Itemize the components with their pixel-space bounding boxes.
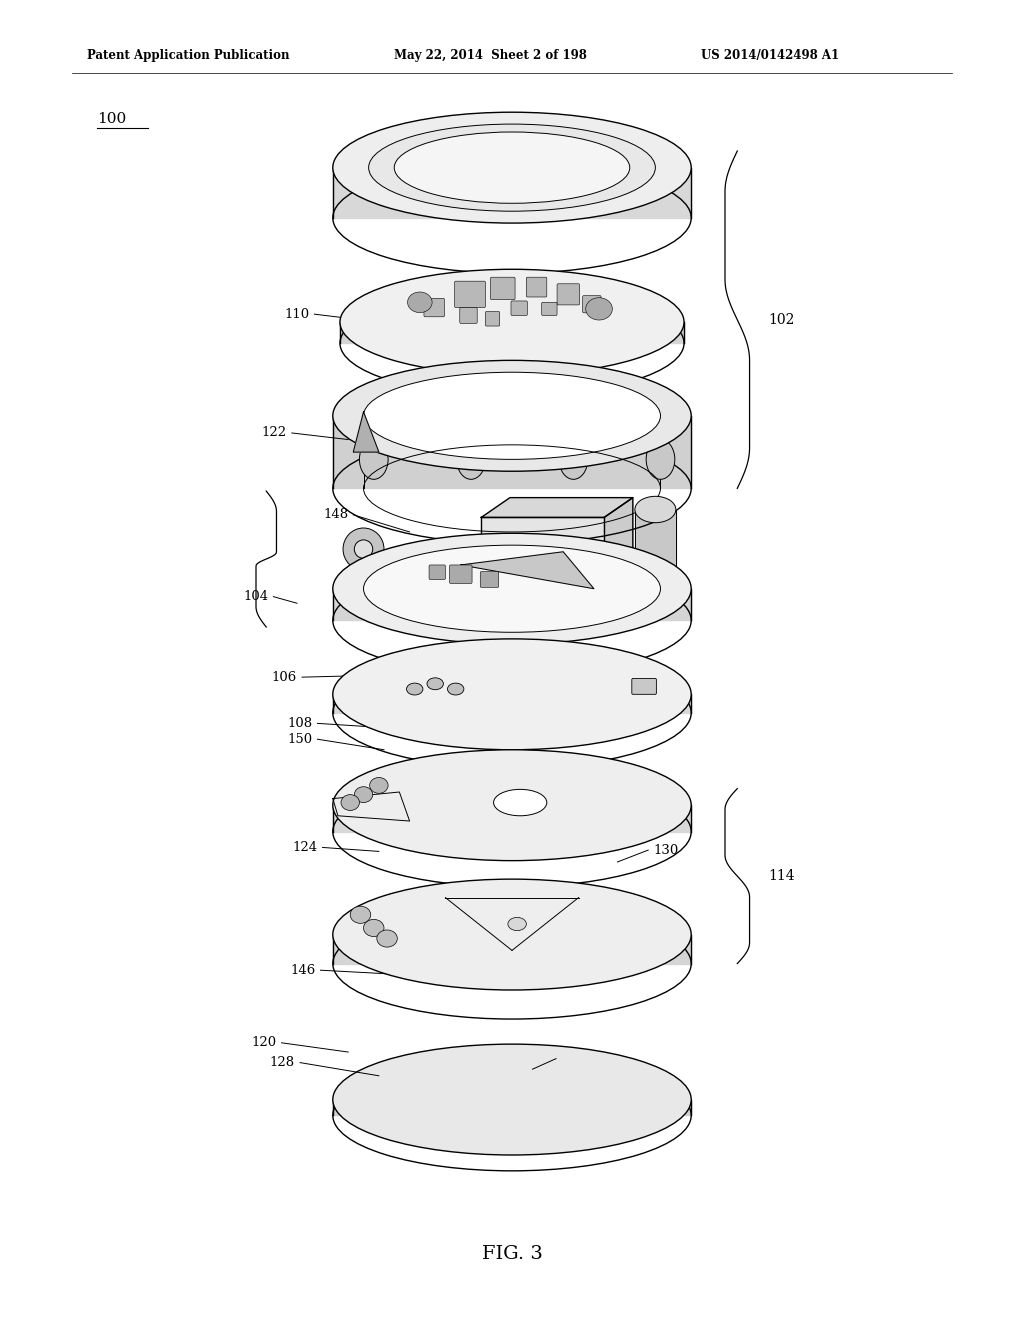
Text: 106: 106 xyxy=(271,671,297,684)
FancyBboxPatch shape xyxy=(632,678,656,694)
Ellipse shape xyxy=(494,789,547,816)
Text: US 2014/0142498 A1: US 2014/0142498 A1 xyxy=(701,49,840,62)
Polygon shape xyxy=(333,805,691,832)
Polygon shape xyxy=(481,498,633,517)
Text: 318: 318 xyxy=(440,135,466,148)
Text: May 22, 2014  Sheet 2 of 198: May 22, 2014 Sheet 2 of 198 xyxy=(394,49,587,62)
Ellipse shape xyxy=(350,906,371,924)
Polygon shape xyxy=(333,1100,691,1115)
Text: 120: 120 xyxy=(251,1036,276,1049)
Polygon shape xyxy=(333,416,691,488)
Polygon shape xyxy=(333,792,410,821)
Ellipse shape xyxy=(370,777,388,793)
Text: 108: 108 xyxy=(287,717,312,730)
FancyBboxPatch shape xyxy=(424,298,444,317)
Polygon shape xyxy=(353,412,379,451)
Ellipse shape xyxy=(377,929,397,948)
Ellipse shape xyxy=(646,440,675,479)
Ellipse shape xyxy=(559,440,588,479)
Ellipse shape xyxy=(354,540,373,558)
Ellipse shape xyxy=(427,678,443,689)
Polygon shape xyxy=(333,589,691,620)
Text: 110: 110 xyxy=(284,308,309,321)
FancyBboxPatch shape xyxy=(583,296,601,313)
Ellipse shape xyxy=(364,372,660,459)
FancyBboxPatch shape xyxy=(455,281,485,308)
Ellipse shape xyxy=(364,545,660,632)
FancyBboxPatch shape xyxy=(490,277,515,300)
Ellipse shape xyxy=(407,682,423,694)
Polygon shape xyxy=(604,498,633,570)
FancyBboxPatch shape xyxy=(450,565,472,583)
FancyBboxPatch shape xyxy=(480,572,499,587)
Text: 126: 126 xyxy=(588,894,613,907)
Ellipse shape xyxy=(333,639,691,750)
Text: 124: 124 xyxy=(292,841,317,854)
Text: Patent Application Publication: Patent Application Publication xyxy=(87,49,290,62)
Ellipse shape xyxy=(369,124,655,211)
Text: 122: 122 xyxy=(261,426,287,440)
Ellipse shape xyxy=(408,292,432,313)
Text: 112: 112 xyxy=(645,593,671,606)
Text: FIG. 3: FIG. 3 xyxy=(481,1245,543,1263)
Text: 132: 132 xyxy=(561,1052,587,1065)
Text: 100: 100 xyxy=(97,112,127,125)
Ellipse shape xyxy=(343,528,384,570)
Polygon shape xyxy=(333,168,691,218)
FancyBboxPatch shape xyxy=(542,302,557,315)
Ellipse shape xyxy=(354,787,373,803)
Ellipse shape xyxy=(333,879,691,990)
FancyBboxPatch shape xyxy=(464,189,560,218)
Ellipse shape xyxy=(364,919,384,936)
Ellipse shape xyxy=(333,112,691,223)
Text: 102: 102 xyxy=(768,313,795,327)
Ellipse shape xyxy=(333,1044,691,1155)
Ellipse shape xyxy=(394,132,630,203)
Text: 150: 150 xyxy=(287,733,312,746)
Polygon shape xyxy=(340,322,684,343)
Polygon shape xyxy=(461,552,594,589)
Ellipse shape xyxy=(333,360,691,471)
Text: 130: 130 xyxy=(653,843,679,857)
Ellipse shape xyxy=(635,496,676,523)
Ellipse shape xyxy=(359,440,388,479)
FancyBboxPatch shape xyxy=(557,284,580,305)
FancyBboxPatch shape xyxy=(526,277,547,297)
Text: 128: 128 xyxy=(269,1056,295,1069)
Polygon shape xyxy=(635,510,676,578)
Polygon shape xyxy=(333,694,691,713)
Text: 104: 104 xyxy=(243,590,268,603)
FancyBboxPatch shape xyxy=(485,312,500,326)
Ellipse shape xyxy=(341,795,359,810)
Ellipse shape xyxy=(447,682,464,694)
Polygon shape xyxy=(333,935,691,964)
Ellipse shape xyxy=(333,750,691,861)
Ellipse shape xyxy=(340,269,684,375)
Polygon shape xyxy=(481,517,604,570)
FancyBboxPatch shape xyxy=(460,308,477,323)
Ellipse shape xyxy=(457,440,485,479)
Text: 114: 114 xyxy=(768,869,795,883)
FancyBboxPatch shape xyxy=(429,565,445,579)
FancyBboxPatch shape xyxy=(511,301,527,315)
Text: 146: 146 xyxy=(290,964,315,977)
Ellipse shape xyxy=(586,298,612,319)
Ellipse shape xyxy=(333,533,691,644)
Text: 148: 148 xyxy=(323,508,348,521)
Ellipse shape xyxy=(508,917,526,931)
